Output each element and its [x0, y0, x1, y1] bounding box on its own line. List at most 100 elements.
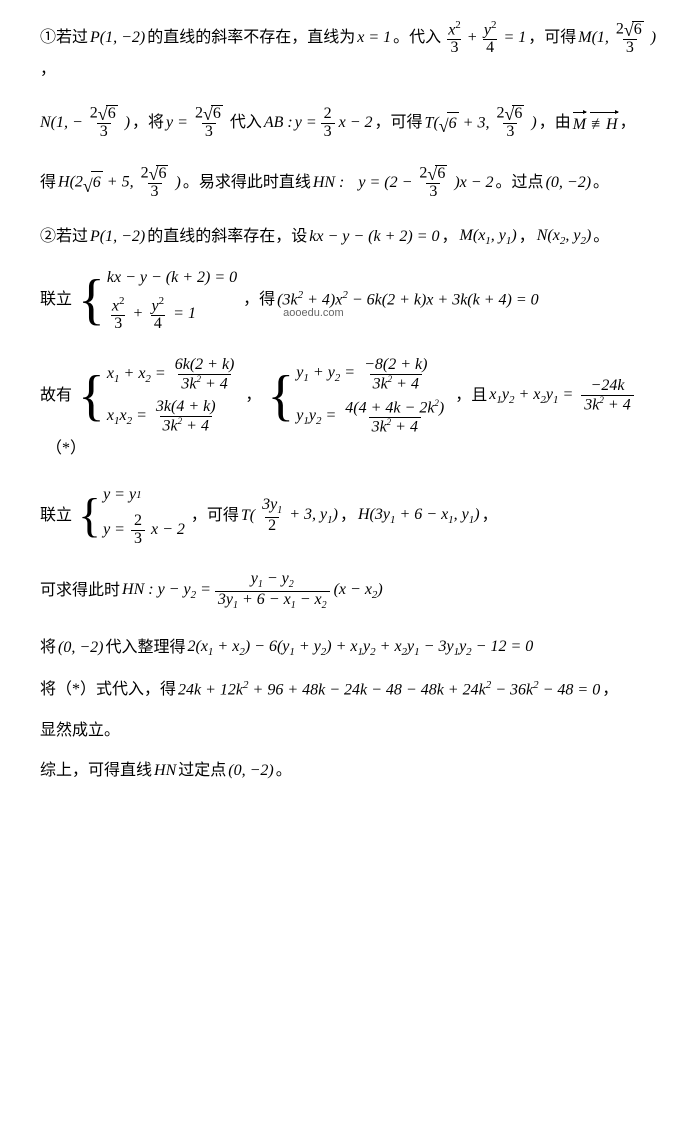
math: ) — [651, 27, 656, 49]
text: 代入整理得 — [105, 637, 185, 659]
text: 显然成立。 — [40, 720, 120, 742]
fraction: 2√6 3 — [416, 165, 450, 201]
den: 3 — [503, 123, 517, 141]
num: 2√6 — [493, 105, 527, 123]
math: x − 2 — [339, 112, 373, 134]
num: 2 — [321, 106, 335, 123]
plus: + — [468, 27, 477, 49]
num: 2√6 — [87, 105, 121, 123]
math: N(1, − — [40, 112, 83, 134]
math: y = (2 − — [358, 172, 412, 194]
den: 4 — [483, 39, 497, 57]
vector: M ≢H — [573, 111, 618, 136]
text: 。 — [593, 172, 609, 194]
para-4: ②若过 P(1, −2) 的直线的斜率存在，设 kx − y − (k + 2)… — [40, 225, 665, 250]
num: 2√6 — [192, 105, 226, 123]
fraction: 2√6 3 — [493, 105, 527, 141]
text: ， — [245, 385, 261, 407]
den: 3 — [202, 123, 216, 141]
math: x = 1 — [357, 27, 391, 49]
num: 2√6 — [613, 21, 647, 39]
sys-row: x1 + x2 = 6k(2 + k)3k2 + 4 — [107, 357, 239, 393]
text: ，得 — [243, 289, 275, 311]
text: 。易求得此时直线 — [183, 172, 311, 194]
text: 将（*）式代入，得 — [40, 679, 176, 701]
fraction: 2√6 3 — [192, 105, 226, 141]
equation-system: { y = y1 y = 23 x − 2 — [78, 484, 185, 547]
text: 联立 — [40, 505, 72, 527]
math: x1y2 + x2y1 = — [489, 384, 577, 409]
para-2: N(1, − 2√6 3 ) ，将 y = 2√6 3 代入 AB : y = … — [40, 105, 665, 141]
text: ， — [620, 112, 636, 134]
math: (0, −2) — [228, 760, 273, 782]
math: HN : — [313, 172, 345, 194]
den: 3 — [447, 39, 461, 57]
sys-row: x23 + y24 = 1 — [107, 296, 237, 333]
text: 故有 — [40, 385, 72, 407]
star-ref: （*） — [46, 438, 86, 460]
text: 代入 — [230, 112, 262, 134]
fraction: 2 3 — [321, 106, 335, 141]
den: 3 — [148, 183, 162, 201]
sys-row: x1x2 = 3k(4 + k)3k2 + 4 — [107, 399, 239, 435]
sys-row: kx − y − (k + 2) = 0 — [107, 267, 237, 289]
text: ，可得 — [191, 505, 239, 527]
equation-system: { kx − y − (k + 2) = 0 x23 + y24 = 1 — [78, 267, 237, 332]
text: 综上，可得直线 — [40, 760, 152, 782]
math: H(3y1 + 6 − x1, y1) — [358, 504, 480, 529]
math: T(√6 + 3, — [425, 112, 490, 135]
fraction: y1 − y2 3y1 + 6 − x1 − x2 — [215, 571, 330, 611]
para-7: 联立 { y = y1 y = 23 x − 2 ，可得 T( 3y1 2 + … — [40, 484, 665, 547]
text: 的直线的斜率不存在，直线为 — [147, 27, 355, 49]
para-10: 将（*）式代入，得 24k + 12k2 + 96 + 48k − 24k − … — [40, 678, 665, 702]
den: 3 — [623, 39, 637, 57]
text: 。 — [593, 226, 609, 248]
math: ) — [531, 112, 536, 134]
equation-system-b: { y1 + y2 = −8(2 + k)3k2 + 4 y1y2 = 4(4 … — [267, 357, 449, 436]
fraction: 3y1 2 — [259, 497, 285, 534]
text: ，将 — [132, 112, 164, 134]
fraction: −24k 3k2 + 4 — [581, 378, 633, 414]
exp: 2 — [455, 19, 461, 31]
math: T( — [241, 505, 255, 527]
math: 24k + 12k2 + 96 + 48k − 24k − 48 − 48k +… — [178, 678, 600, 702]
fraction: 2√6 3 — [87, 105, 121, 141]
math: N(x2, y2) — [537, 225, 592, 250]
text: ， — [519, 226, 535, 248]
text: ， — [340, 505, 356, 527]
math: H(2√6 + 5, — [58, 171, 134, 194]
para-1: ①若过 P(1, −2) 的直线的斜率不存在，直线为 x = 1 。代入 x2 … — [40, 20, 665, 81]
den: 3 — [97, 123, 111, 141]
para-3: 得 H(2√6 + 5, 2√6 3 ) 。易求得此时直线 HN : y = (… — [40, 165, 665, 201]
fraction: 2√6 3 — [138, 165, 172, 201]
num: 2√6 — [138, 165, 172, 183]
text: ，且 — [455, 385, 487, 407]
text: ， — [442, 226, 458, 248]
text: ①若过 — [40, 27, 88, 49]
math: kx − y − (k + 2) = 0 — [309, 226, 439, 248]
math: P(1, −2) — [90, 27, 145, 49]
text: ，由 — [539, 112, 571, 134]
text: 。代入 — [393, 27, 441, 49]
text: 将 — [40, 637, 56, 659]
text: 的直线的斜率存在，设 — [147, 226, 307, 248]
text: ，可得 — [375, 112, 423, 134]
math: + 3, y1) — [289, 504, 338, 529]
math: M(x1, y1) — [460, 225, 517, 250]
para-12: 综上，可得直线 HN 过定点 (0, −2) 。 — [40, 760, 665, 782]
para-8: 可求得此时 HN : y − y2 = y1 − y2 3y1 + 6 − x1… — [40, 571, 665, 611]
math: (x − x2) — [334, 579, 383, 604]
text: ②若过 — [40, 226, 88, 248]
math: y = — [295, 112, 317, 134]
page: ①若过 P(1, −2) 的直线的斜率不存在，直线为 x = 1 。代入 x2 … — [0, 0, 693, 1140]
fraction: x2 3 — [445, 20, 464, 57]
math: 2(x1 + x2) − 6(y1 + y2) + x1y2 + x2y1 − … — [187, 636, 533, 661]
den: 3 — [321, 123, 335, 141]
text: 可求得此时 — [40, 580, 120, 602]
math: ) — [175, 172, 180, 194]
watermark: aooedu.com — [283, 306, 344, 321]
math: ) — [125, 112, 130, 134]
text: 联立 — [40, 289, 72, 311]
text: ， — [482, 505, 498, 527]
math: M(1, — [578, 27, 609, 49]
